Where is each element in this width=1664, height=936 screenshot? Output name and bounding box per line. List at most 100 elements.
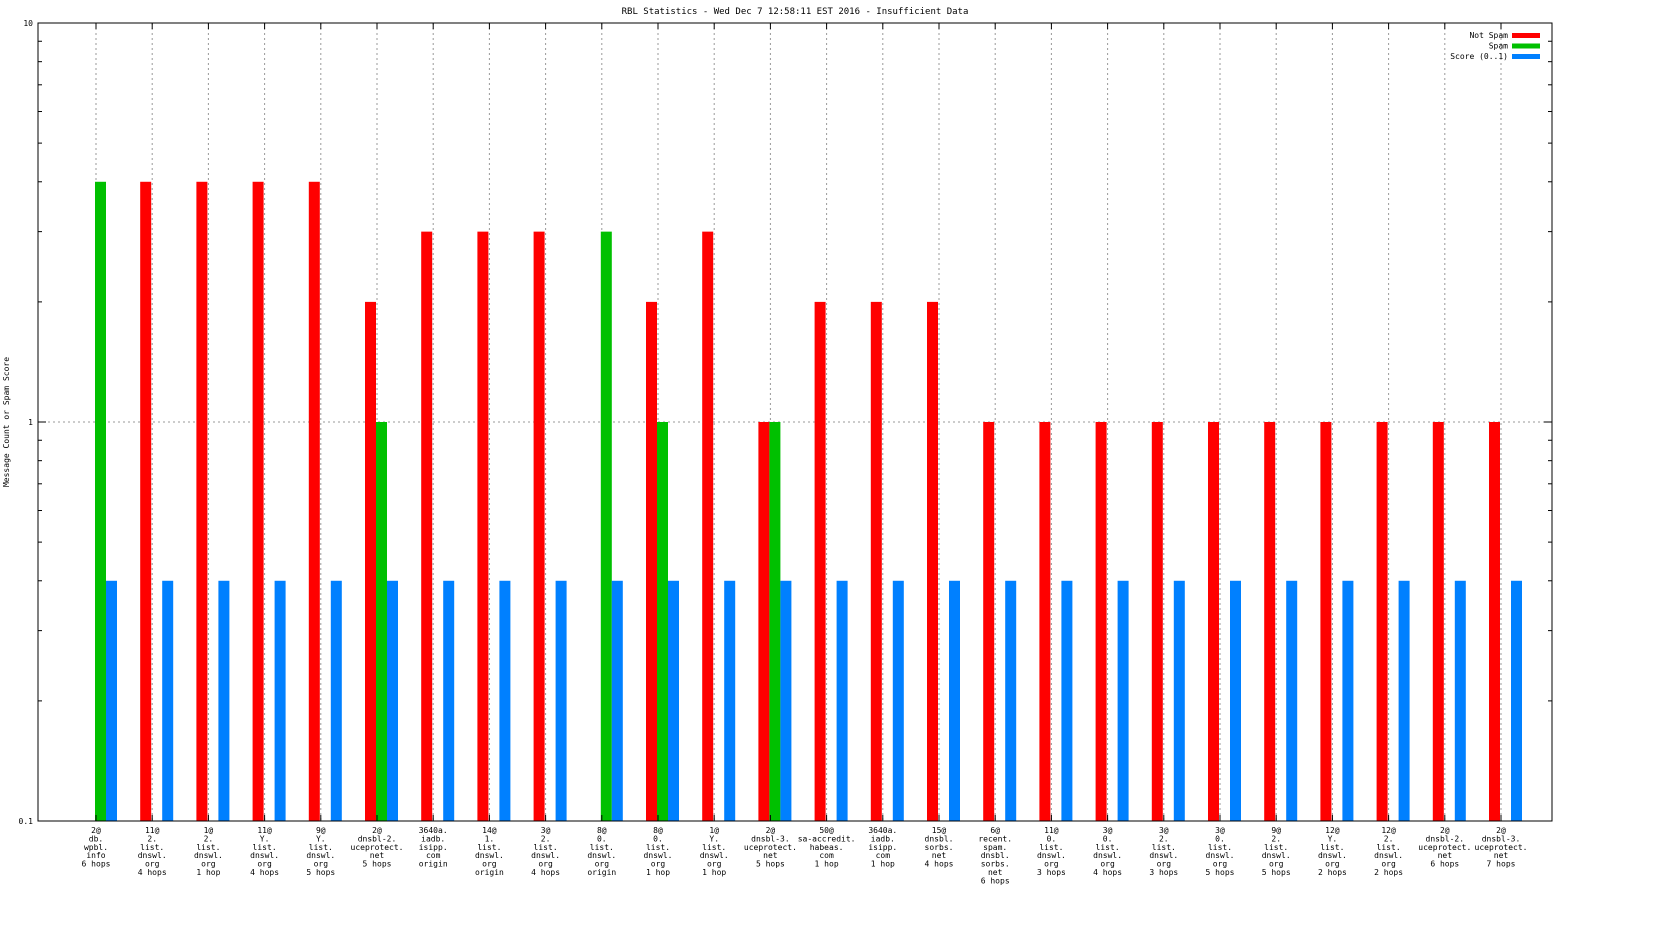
category-label-line: 15@ xyxy=(932,826,947,835)
category-label-line: 2 hops xyxy=(1374,868,1403,877)
category-label-line: 1@ xyxy=(709,826,719,835)
category-label-line: 3@ xyxy=(541,826,551,835)
category-label: 6@ recent. spam. dnsbl. sorbs. net 6 hops xyxy=(978,826,1012,885)
category-label-line: dnswl. xyxy=(250,851,279,860)
category-label-line: list. xyxy=(590,843,614,852)
category-label-line: dnswl. xyxy=(475,851,504,860)
category-label-line: habeas. xyxy=(810,843,844,852)
category-label-line: 1 hop xyxy=(871,860,895,869)
category-label: 14@ 1. list. dnswl. org origin xyxy=(475,826,504,877)
bar-score-0-1 xyxy=(1398,580,1410,821)
bar-score-0-1 xyxy=(1342,580,1354,821)
category-label-line: 5 hops xyxy=(306,868,335,877)
bar-score-0-1 xyxy=(1454,580,1466,821)
category-label-line: 8@ xyxy=(653,826,663,835)
category-label-line: org xyxy=(482,860,497,869)
bar-score-0-1 xyxy=(836,580,848,821)
bar-score-0-1 xyxy=(274,580,286,821)
category-label-line: isipp. xyxy=(419,843,448,852)
category-label-line: 11@ xyxy=(257,826,272,835)
category-label-line: 8@ xyxy=(597,826,607,835)
category-label-line: dnsbl-2. xyxy=(358,834,397,843)
bar-score-0-1 xyxy=(162,580,174,821)
category-label-line: dnswl. xyxy=(1149,851,1178,860)
category-label-line: 1. xyxy=(485,834,495,843)
bar-not-spam xyxy=(1151,422,1163,821)
legend-label: Not Spam xyxy=(1469,31,1508,40)
category-label-line: db. xyxy=(89,834,103,843)
category-label-line: list. xyxy=(309,843,333,852)
category-label-line: dnswl. xyxy=(1206,851,1235,860)
bar-not-spam xyxy=(1489,422,1500,821)
category-label-line: uceprotect. xyxy=(1475,843,1528,852)
category-label-line: 4 hops xyxy=(138,868,167,877)
bar-not-spam xyxy=(1264,422,1276,821)
y-tick-label: 10 xyxy=(23,19,33,28)
bar-not-spam xyxy=(1208,422,1219,821)
category-label: 50@ sa-accredit. habeas. com 1 hop xyxy=(798,826,856,869)
category-label-line: dnswl. xyxy=(1037,851,1066,860)
category-label-line: list. xyxy=(1096,843,1120,852)
category-label-line: dnsbl-3. xyxy=(1482,834,1521,843)
category-label-line: 12@ xyxy=(1381,826,1396,835)
bar-score-0-1 xyxy=(668,580,679,821)
category-label-line: com xyxy=(876,851,891,860)
category-label-line: 6 hops xyxy=(82,860,111,869)
bar-score-0-1 xyxy=(499,580,511,821)
category-label-line: com xyxy=(426,851,441,860)
category-label-line: org xyxy=(595,860,610,869)
category-label-line: Y. xyxy=(260,834,270,843)
category-label-line: dnswl. xyxy=(700,851,729,860)
bar-score-0-1 xyxy=(892,580,904,821)
y-tick-label: 0.1 xyxy=(19,817,34,826)
category-label-line: org xyxy=(145,860,160,869)
bar-score-0-1 xyxy=(387,580,398,821)
y-tick-label: 1 xyxy=(28,418,33,427)
bar-not-spam xyxy=(196,181,208,821)
category-label-line: 2. xyxy=(1159,834,1169,843)
category-label-line: org xyxy=(1213,860,1228,869)
bar-not-spam xyxy=(365,301,376,821)
bar-not-spam xyxy=(758,422,770,821)
category-label: 11@ 0. list. dnswl. org 3 hops xyxy=(1037,826,1066,877)
category-label-line: sorbs. xyxy=(925,843,954,852)
bar-not-spam xyxy=(533,231,545,822)
category-label-line: dnswl. xyxy=(1262,851,1291,860)
category-label-line: 3 hops xyxy=(1037,868,1066,877)
category-label-line: org xyxy=(707,860,722,869)
category-label: 9@ 2. list. dnswl. org 5 hops xyxy=(1262,826,1291,877)
category-label-line: iadb. xyxy=(421,834,445,843)
bar-spam xyxy=(376,422,387,821)
category-label-line: origin xyxy=(419,860,448,869)
category-label-line: list. xyxy=(1377,843,1401,852)
category-label: 2@ dnsbl-2. uceprotect. net 5 hops xyxy=(351,826,404,869)
category-label-line: uceprotect. xyxy=(744,843,797,852)
category-label-line: uceprotect. xyxy=(1418,843,1471,852)
category-label-line: dnsbl-3. xyxy=(751,834,790,843)
legend-label: Score (0..1) xyxy=(1450,52,1508,61)
category-label-line: list. xyxy=(1320,843,1344,852)
category-label-line: wpbl. xyxy=(84,843,108,852)
category-label: 11@ Y. list. dnswl. org 4 hops xyxy=(250,826,279,877)
category-label-line: list. xyxy=(140,843,164,852)
bar-not-spam xyxy=(252,181,264,821)
bar-score-0-1 xyxy=(1117,580,1129,821)
category-label: 3640a. iadb. isipp. com 1 hop xyxy=(868,826,897,869)
category-label-line: com xyxy=(819,851,834,860)
category-label-line: dnswl. xyxy=(1374,851,1403,860)
category-label-line: dnsbl. xyxy=(981,851,1010,860)
category-label-line: list. xyxy=(1152,843,1176,852)
chart-title: RBL Statistics - Wed Dec 7 12:58:11 EST … xyxy=(622,7,969,17)
bar-not-spam xyxy=(308,181,320,821)
legend-swatch xyxy=(1512,43,1540,49)
category-label-line: org xyxy=(538,860,553,869)
bar-score-0-1 xyxy=(1061,580,1073,821)
category-label-line: org xyxy=(1100,860,1115,869)
bar-score-0-1 xyxy=(443,580,455,821)
category-label-line: net xyxy=(763,851,778,860)
category-label-line: dnsbl. xyxy=(925,834,954,843)
category-label-line: 2@ xyxy=(91,826,101,835)
bar-not-spam xyxy=(814,301,826,821)
bar-score-0-1 xyxy=(1005,580,1017,821)
category-label-line: org xyxy=(1157,860,1172,869)
